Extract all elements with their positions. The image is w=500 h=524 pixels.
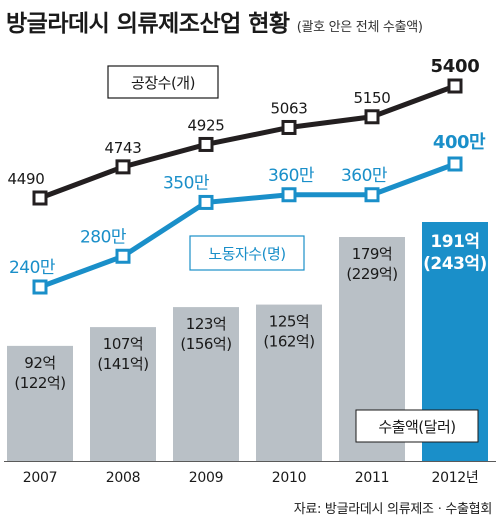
- bar-value-label-2010: 125억: [269, 313, 309, 331]
- bar-total-label-2009: (156억): [180, 335, 231, 353]
- bar-total-label-2010: (162억): [263, 333, 314, 351]
- bar-value-label-2012년: 191억: [430, 232, 479, 252]
- label-factories-2010: 5063: [271, 99, 308, 117]
- bar-total-label-2007: (122억): [14, 374, 65, 392]
- bar-value-label-2011: 179억: [352, 245, 392, 263]
- bar-export-2009: [173, 307, 239, 461]
- marker-factories-2008: [115, 159, 131, 175]
- legend-box-workers: [189, 235, 305, 271]
- marker-workers-2008: [115, 248, 131, 264]
- label-workers-2011: 360만: [341, 166, 388, 186]
- label-workers-2009: 350만: [163, 173, 210, 193]
- legend-box-export: [355, 409, 479, 443]
- marker-workers-2009: [198, 194, 214, 210]
- marker-factories-2011: [364, 109, 380, 125]
- chart-title-main: 방글라데시 의류제조산업 현황: [6, 11, 290, 37]
- line-workers: [39, 161, 456, 290]
- x-tick-label-2011: 2011: [355, 470, 389, 486]
- label-workers-2010: 360만: [268, 166, 315, 186]
- marker-factories-2012년: [447, 78, 463, 94]
- bar-total-label-2008: (141억): [97, 355, 148, 373]
- marker-factories-2010: [281, 119, 297, 135]
- x-tick-label-2009: 2009: [189, 470, 223, 486]
- bar-total-label-2012년: (243억): [423, 254, 487, 274]
- label-factories-2012년: 5400: [431, 56, 480, 77]
- marker-factories-2009: [198, 136, 214, 152]
- marker-workers-2010: [281, 187, 297, 203]
- bar-total-label-2011: (229억): [346, 265, 397, 283]
- bar-export-2010: [256, 304, 322, 461]
- marker-workers-2011: [364, 187, 380, 203]
- bar-value-label-2008: 107억: [103, 335, 143, 353]
- label-factories-2007: 4490: [8, 170, 45, 188]
- legend-label-export: 수출액(달러): [378, 418, 455, 436]
- label-workers-2008: 280만: [80, 227, 127, 247]
- label-factories-2011: 5150: [354, 89, 391, 107]
- x-tick-label-2012년: 2012년: [431, 470, 478, 486]
- legend-label-factories: 공장수(개): [131, 74, 195, 92]
- legend-box-factories: [107, 65, 219, 99]
- legend-label-workers: 노동자수(명): [208, 245, 285, 263]
- label-factories-2008: 4743: [105, 139, 142, 157]
- source-note: 자료: 방글라데시 의류제조ㆍ수출협회: [293, 502, 493, 517]
- chart-title: 방글라데시 의류제조산업 현황 (괄호 안은 전체 수출액): [6, 4, 496, 37]
- marker-factories-2007: [32, 190, 48, 206]
- marker-workers-2012년: [447, 156, 463, 172]
- bar-value-label-2007: 92억: [24, 354, 55, 372]
- label-factories-2009: 4925: [188, 116, 225, 134]
- bar-value-label-2009: 123억: [186, 315, 226, 333]
- label-workers-2007: 240만: [9, 258, 56, 278]
- label-workers-2012년: 400만: [433, 132, 486, 153]
- chart-title-sub: (괄호 안은 전체 수출액): [296, 20, 423, 35]
- x-tick-label-2007: 2007: [23, 470, 57, 486]
- bar-export-2008: [90, 327, 156, 461]
- bar-export-2007: [7, 345, 73, 461]
- marker-workers-2007: [32, 279, 48, 295]
- x-tick-label-2008: 2008: [106, 470, 140, 486]
- x-tick-label-2010: 2010: [272, 470, 306, 486]
- line-factories: [39, 83, 456, 201]
